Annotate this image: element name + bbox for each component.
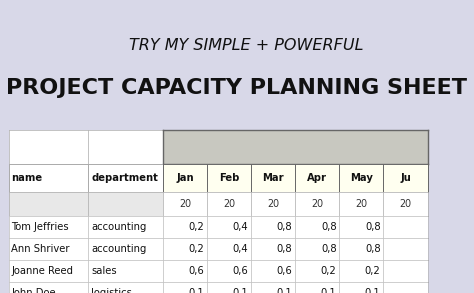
Text: 0,1: 0,1 (365, 288, 381, 293)
Text: 0,2: 0,2 (321, 266, 337, 276)
Text: 20: 20 (179, 199, 191, 209)
Text: 0,4: 0,4 (233, 244, 248, 254)
Text: Tom Jeffries: Tom Jeffries (11, 222, 69, 232)
Text: 20: 20 (356, 199, 367, 209)
Text: 0,2: 0,2 (189, 222, 204, 232)
Text: Ju: Ju (400, 173, 411, 183)
Text: 0,6: 0,6 (189, 266, 204, 276)
Text: accounting: accounting (91, 222, 146, 232)
Text: 0,2: 0,2 (189, 244, 204, 254)
Text: 20: 20 (311, 199, 323, 209)
Text: 20: 20 (223, 199, 235, 209)
Text: 0,8: 0,8 (277, 244, 292, 254)
Text: 0,1: 0,1 (189, 288, 204, 293)
Text: John Doe: John Doe (11, 288, 56, 293)
Text: department: department (91, 173, 158, 183)
Text: name: name (11, 173, 43, 183)
Text: 0,1: 0,1 (321, 288, 337, 293)
Text: 20: 20 (267, 199, 279, 209)
Text: 0,8: 0,8 (365, 222, 381, 232)
Text: 0,4: 0,4 (233, 222, 248, 232)
Text: 0,8: 0,8 (365, 244, 381, 254)
Text: 20: 20 (400, 199, 411, 209)
Text: 0,8: 0,8 (277, 222, 292, 232)
Text: Feb: Feb (219, 173, 239, 183)
Text: 0,8: 0,8 (321, 244, 337, 254)
Text: Joanne Reed: Joanne Reed (11, 266, 73, 276)
Text: Mar: Mar (263, 173, 284, 183)
Text: 0,1: 0,1 (233, 288, 248, 293)
Text: May: May (350, 173, 373, 183)
Text: Jan: Jan (176, 173, 194, 183)
Text: sales: sales (91, 266, 117, 276)
Text: PROJECT CAPACITY PLANNING SHEET: PROJECT CAPACITY PLANNING SHEET (7, 78, 467, 98)
Text: logistics: logistics (91, 288, 132, 293)
Text: TRY MY SIMPLE + POWERFUL: TRY MY SIMPLE + POWERFUL (129, 38, 364, 53)
Text: 0,6: 0,6 (233, 266, 248, 276)
Text: Ann Shriver: Ann Shriver (11, 244, 70, 254)
Text: accounting: accounting (91, 244, 146, 254)
Text: Apr: Apr (307, 173, 328, 183)
Text: 0,1: 0,1 (277, 288, 292, 293)
Text: 0,8: 0,8 (321, 222, 337, 232)
Text: 0,2: 0,2 (365, 266, 381, 276)
Text: 0,6: 0,6 (277, 266, 292, 276)
